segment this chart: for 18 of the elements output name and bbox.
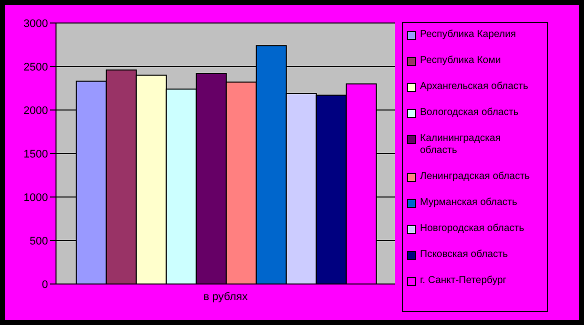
legend-label: Псковская область — [420, 249, 509, 261]
legend-label: Ленинградская область — [420, 171, 531, 183]
legend-label: Республика Коми — [420, 55, 502, 67]
legend-label: Вологодская область — [420, 107, 520, 119]
legend-label: Архангельская область — [420, 81, 530, 93]
legend-label: Новгородская область — [420, 223, 526, 235]
y-tick-label: 0 — [42, 278, 48, 291]
legend-label: Республика Карелия — [420, 29, 517, 41]
legend-label: Калининградская область — [420, 133, 502, 157]
y-tick-label: 500 — [30, 235, 48, 248]
legend-label: г. Санкт-Петербург — [420, 275, 508, 287]
y-tick-label: 2000 — [24, 104, 48, 117]
x-tick-label: в рублях — [203, 290, 248, 303]
y-tick-label: 2500 — [24, 61, 48, 74]
y-tick-label: 1500 — [24, 148, 48, 160]
y-tick-label: 3000 — [24, 18, 48, 30]
y-tick-label: 1000 — [24, 192, 48, 204]
legend-label: Мурманская область — [420, 197, 518, 209]
